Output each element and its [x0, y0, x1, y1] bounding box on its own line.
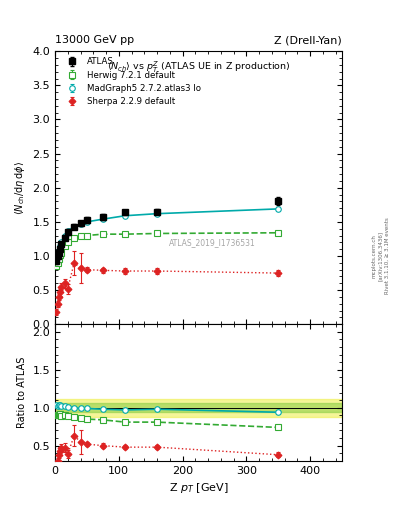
X-axis label: Z $p_T$ [GeV]: Z $p_T$ [GeV] [169, 481, 228, 495]
Text: mcplots.cern.ch: mcplots.cern.ch [371, 234, 376, 278]
Legend: ATLAS, Herwig 7.2.1 default, MadGraph5 2.7.2.atlas3 lo, Sherpa 2.2.9 default: ATLAS, Herwig 7.2.1 default, MadGraph5 2… [58, 54, 204, 110]
Text: Z (Drell-Yan): Z (Drell-Yan) [274, 35, 342, 45]
Y-axis label: $\langle N_\mathrm{ch}/\mathrm{d}\eta\,\mathrm{d}\phi\rangle$: $\langle N_\mathrm{ch}/\mathrm{d}\eta\,\… [13, 161, 27, 215]
Text: 13000 GeV pp: 13000 GeV pp [55, 35, 134, 45]
Text: Rivet 3.1.10, ≥ 3.1M events: Rivet 3.1.10, ≥ 3.1M events [385, 218, 390, 294]
Text: ATLAS_2019_I1736531: ATLAS_2019_I1736531 [169, 238, 256, 247]
Y-axis label: Ratio to ATLAS: Ratio to ATLAS [17, 357, 27, 428]
Text: [arXiv:1306.3436]: [arXiv:1306.3436] [378, 231, 383, 281]
Text: $\langle N_{ch}\rangle$ vs $p_T^Z$ (ATLAS UE in Z production): $\langle N_{ch}\rangle$ vs $p_T^Z$ (ATLA… [107, 59, 290, 75]
